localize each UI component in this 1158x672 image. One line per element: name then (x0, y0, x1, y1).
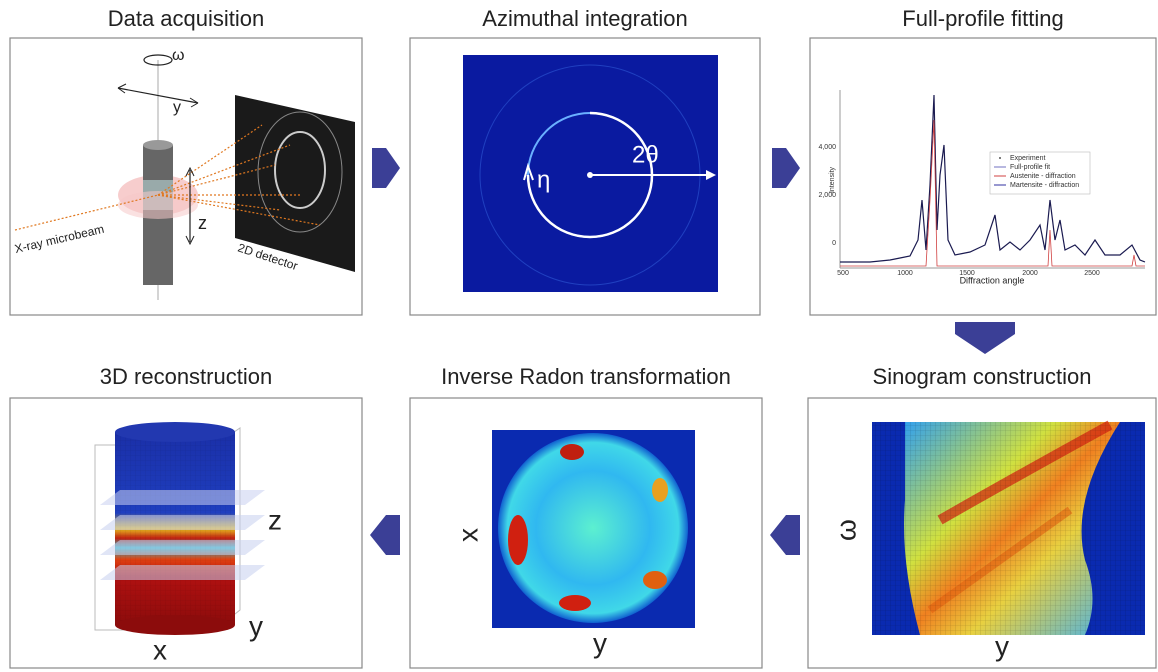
flow-arrow (955, 322, 1015, 354)
x-tick-label: 2500 (1084, 270, 1100, 277)
flow-arrow (770, 515, 800, 555)
axis-label: z (198, 213, 207, 233)
diagram: Data acquisition Azimuthal integration F… (0, 0, 1158, 672)
x-tick-label: 2000 (1022, 270, 1038, 277)
flow-arrow (370, 515, 400, 555)
sinogram-image (872, 422, 1145, 635)
axis-label: y (249, 610, 263, 641)
two-theta-label: 2θ (632, 141, 659, 168)
x-tick-label: 500 (837, 270, 849, 277)
panel-title: Azimuthal integration (482, 6, 687, 31)
flow-arrow (772, 148, 800, 188)
panel-title: Data acquisition (108, 6, 265, 31)
axis-label: y (173, 99, 181, 116)
axis-label: ω (830, 519, 861, 541)
y-tick-label: 4,000 (818, 144, 836, 151)
reconstruction-volume (95, 422, 265, 635)
legend-entry: Experiment (1010, 155, 1045, 162)
y-axis-label: Intensity (829, 166, 836, 193)
y-tick-label: 2,000 (818, 192, 836, 199)
detector-image (463, 55, 718, 292)
panel-title: Sinogram construction (873, 364, 1092, 389)
axis-label: y (593, 627, 607, 658)
axis-label: z (268, 504, 282, 535)
flow-arrow (372, 148, 400, 188)
x-axis-label: Diffraction angle (960, 275, 1025, 285)
axis-label: x (153, 634, 167, 665)
eta-label: η (537, 166, 550, 193)
x-tick-label: 1000 (897, 270, 913, 277)
panel-title: 3D reconstruction (100, 364, 272, 389)
radon-image (492, 430, 695, 628)
x-tick-label: 1500 (959, 270, 975, 277)
axis-label: ω (172, 47, 185, 64)
legend-entry: Martensite - diffraction (1010, 182, 1079, 189)
legend-entry: Austenite - diffraction (1010, 173, 1076, 180)
y-tick-label: 0 (832, 240, 836, 247)
panel-frame (810, 38, 1156, 315)
axis-label: x (452, 528, 483, 542)
legend-entry: Full-profile fit (1010, 164, 1050, 171)
panel-title: Full-profile fitting (902, 6, 1063, 31)
axis-label: y (995, 630, 1009, 661)
panel-title: Inverse Radon transformation (441, 364, 731, 389)
